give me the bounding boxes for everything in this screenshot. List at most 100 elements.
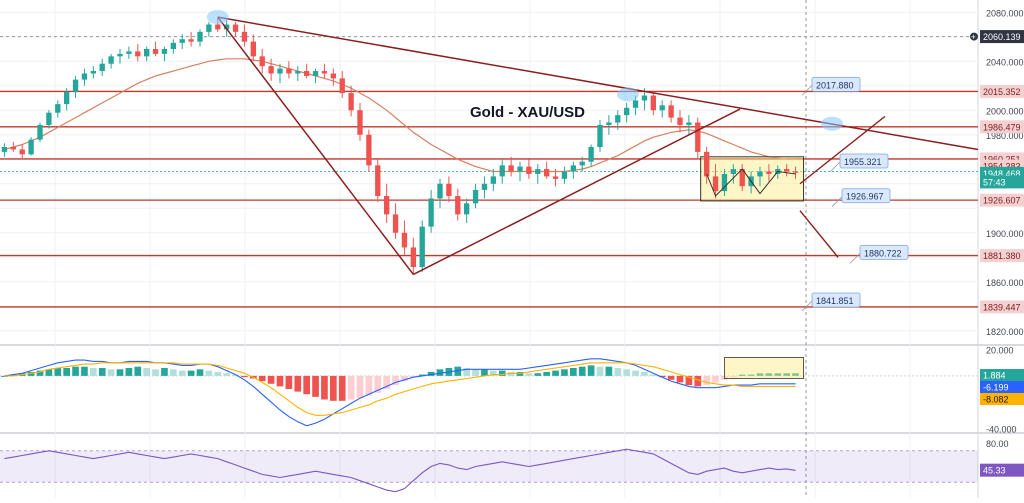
candle-body: [668, 105, 674, 118]
macd-histogram-bar: [498, 370, 506, 376]
macd-histogram-bar: [10, 374, 17, 376]
price-axis-tick-label: 1820.000: [986, 327, 1024, 337]
macd-histogram-bar: [330, 375, 337, 401]
macd-histogram-bar: [525, 373, 533, 376]
candle-body: [677, 117, 683, 125]
price-axis-tick-label: 1900.000: [986, 229, 1024, 239]
level-axis-badge: [980, 300, 1024, 314]
candle-body: [499, 165, 505, 177]
descending-trendline: [217, 16, 979, 151]
candle-body: [375, 165, 381, 196]
candle-body: [295, 71, 301, 74]
macd-histogram-bar: [516, 371, 524, 376]
annotation-leader: [831, 196, 843, 207]
crosshair-plus-icon: [970, 32, 978, 41]
macd-panel: 20.000 -40.000 1.884 -6.199 -8.082: [0, 346, 1024, 434]
macd-histogram-bar: [205, 370, 213, 376]
macd-histogram-bar: [285, 375, 293, 389]
macd-histogram-bar: [294, 375, 302, 392]
macd-histogram-bar: [63, 368, 70, 376]
macd-histogram-bar: [463, 368, 470, 376]
macd-histogram-bar: [36, 370, 44, 376]
candle-body: [784, 169, 790, 172]
candle-body: [757, 171, 763, 177]
macd-histogram-bar: [543, 371, 550, 376]
annotation-box: [859, 244, 909, 260]
macd-histogram-bar: [587, 365, 595, 376]
candle-body: [224, 24, 230, 30]
price-axis-tick-label: 1980.000: [986, 131, 1024, 141]
level-axis-badge: [980, 84, 1024, 98]
touch-highlight: [821, 116, 843, 131]
macd-histogram-bar: [436, 369, 444, 376]
candle-body: [721, 173, 728, 192]
level-axis-label: 2015.352: [983, 87, 1021, 97]
candle-body: [348, 93, 354, 111]
macd-histogram-bar: [490, 370, 497, 376]
candle-body: [650, 95, 656, 111]
candle-body: [508, 165, 514, 172]
macd-histogram-bar: [783, 373, 790, 376]
rsi-band: [0, 450, 978, 483]
candle-body: [410, 247, 416, 268]
macd-histogram-bar: [125, 368, 133, 376]
macd-histogram-bar: [507, 371, 515, 376]
chart-title: Gold - XAU/USD: [470, 104, 585, 121]
candle-body: [161, 49, 168, 54]
candle-body: [526, 166, 532, 174]
level-axis-label: 1986.479: [983, 122, 1021, 132]
macd-histogram-bar: [338, 375, 346, 401]
macd-histogram-bar: [614, 368, 622, 376]
macd-histogram-bar: [374, 375, 382, 393]
macd-histogram-bar: [738, 374, 746, 376]
macd-histogram-bar: [214, 371, 222, 376]
annotation-label: 1926.967: [846, 192, 884, 202]
macd-histogram-bar: [401, 375, 408, 382]
candle-body: [135, 51, 141, 57]
macd-histogram-bar: [347, 375, 355, 400]
candle-body: [339, 78, 345, 94]
projection-up-line: [799, 115, 886, 185]
macd-axis-badge-label: 1.884: [983, 371, 1006, 381]
annotation-box: [839, 153, 889, 169]
candle-body: [481, 183, 488, 190]
candle-body: [37, 124, 43, 140]
candle-body: [357, 110, 363, 135]
macd-histogram-bar: [365, 375, 373, 396]
macd-signal-line: [4, 362, 796, 416]
annotations-group: 2017.880 1955.321 1926.967 1880.722 1841.851: [801, 76, 909, 312]
macd-histogram-bar: [658, 375, 666, 378]
candle-body: [712, 176, 719, 192]
candle-body: [28, 139, 34, 155]
macd-histogram-bar: [410, 375, 417, 378]
macd-histogram-bar: [45, 369, 53, 376]
level-axis-badge: [980, 249, 1024, 263]
candle-body: [570, 165, 576, 172]
crosshair-plus-glyph: +: [971, 33, 976, 42]
candle-body: [55, 104, 61, 113]
candle-body: [730, 169, 736, 174]
candle-body: [695, 122, 701, 152]
level-axis-label: 1960.251: [983, 154, 1021, 164]
macd-histogram-bar: [258, 375, 266, 382]
candle-body: [206, 24, 212, 32]
macd-histogram-bar: [90, 368, 97, 376]
rsi-axis-tick-label: 80.00: [986, 439, 1009, 449]
annotation-label: 1841.851: [816, 296, 854, 306]
macd-histogram-bar: [641, 371, 648, 376]
macd-highlight-box: [724, 357, 804, 379]
candle-body: [597, 124, 603, 147]
candle-body: [277, 68, 283, 74]
macd-histogram-bar: [312, 375, 319, 397]
macd-histogram-bar: [267, 375, 275, 384]
macd-histogram-bar: [552, 370, 559, 376]
macd-axis-tick-label: -40.000: [986, 424, 1017, 434]
candle-body: [419, 226, 425, 268]
candle-body: [446, 183, 452, 196]
macd-histogram-bar: [107, 369, 115, 376]
macd-histogram-bar: [223, 373, 230, 376]
price-axis-tick-label: 2000.000: [986, 106, 1024, 116]
candle-body: [561, 171, 568, 179]
